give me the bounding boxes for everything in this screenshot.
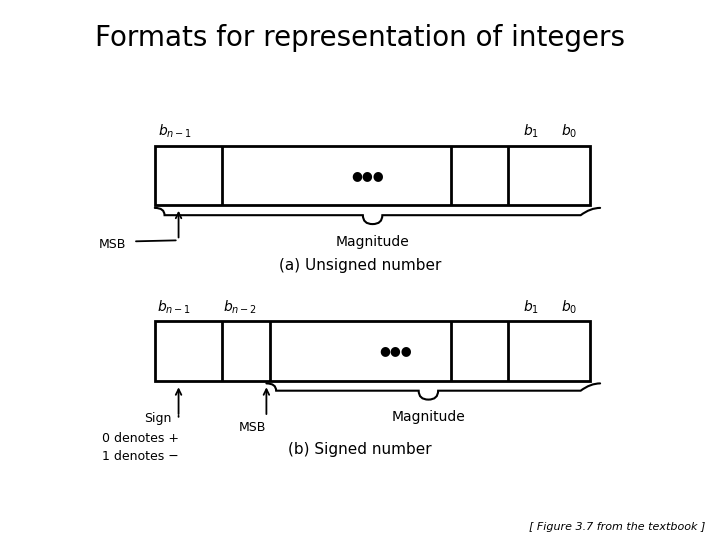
Text: $b_{n-1}$: $b_{n-1}$ — [158, 123, 192, 140]
Text: $b_{n-2}$: $b_{n-2}$ — [223, 299, 257, 316]
Text: (a) Unsigned number: (a) Unsigned number — [279, 258, 441, 273]
Text: $b_{n-1}$: $b_{n-1}$ — [157, 299, 191, 316]
Text: ●●●: ●●● — [351, 169, 384, 182]
Text: (b) Signed number: (b) Signed number — [288, 442, 432, 457]
Bar — [155, 321, 590, 381]
Text: $b_1$: $b_1$ — [523, 123, 539, 140]
Text: Magnitude: Magnitude — [392, 410, 465, 424]
Text: 0 denotes +
1 denotes −: 0 denotes + 1 denotes − — [102, 432, 179, 463]
Text: Sign: Sign — [144, 412, 171, 425]
Text: $b_1$: $b_1$ — [523, 299, 539, 316]
Text: MSB: MSB — [99, 238, 126, 251]
Text: [ Figure 3.7 from the textbook ]: [ Figure 3.7 from the textbook ] — [529, 522, 706, 532]
Text: Formats for representation of integers: Formats for representation of integers — [95, 24, 625, 52]
Text: Magnitude: Magnitude — [336, 235, 409, 249]
Text: MSB: MSB — [238, 421, 266, 434]
Text: $b_0$: $b_0$ — [561, 299, 577, 316]
Bar — [155, 146, 590, 205]
Text: $b_0$: $b_0$ — [561, 123, 577, 140]
Text: ●●●: ●●● — [379, 345, 413, 357]
